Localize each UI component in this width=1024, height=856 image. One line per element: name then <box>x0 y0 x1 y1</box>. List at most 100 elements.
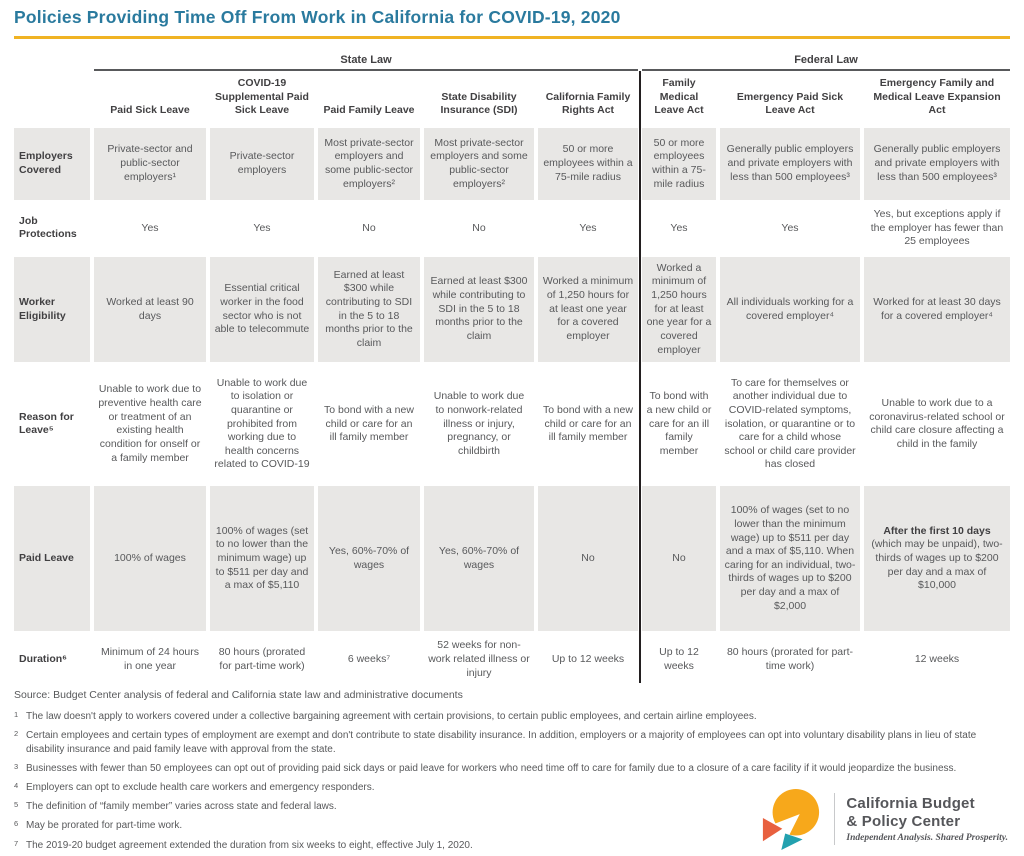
column-header-efmlea: Emergency Family and Medical Leave Expan… <box>873 77 1001 117</box>
table-row: Reason for Leave⁵ Unable to work due to … <box>14 365 1010 483</box>
table-cell: 100% of wages <box>94 486 206 632</box>
table-cell: 80 hours (prorated for part-time work) <box>218 646 306 672</box>
state-federal-divider <box>639 71 641 684</box>
footnote-text: Businesses with fewer than 50 employees … <box>26 762 957 774</box>
table-cell: Yes <box>141 221 159 234</box>
table-cell: No <box>642 486 716 632</box>
column-header-row: Paid Sick Leave COVID-19 Supplemental Pa… <box>14 71 1010 125</box>
footnote: 1 The law doesn't apply to workers covere… <box>14 710 989 723</box>
logo-text: California Budget & Policy Center Indepe… <box>846 795 1008 843</box>
table-cell: To care for themselves or another indivi… <box>724 376 856 471</box>
footnote: 3 Businesses with fewer than 50 employees… <box>14 762 989 775</box>
table-cell: No <box>362 221 376 234</box>
table-row: Duration⁶ Minimum of 24 hours in one yea… <box>14 634 1010 685</box>
table-cell: Worked for at least 30 days for a covere… <box>864 256 1010 363</box>
table-cell: 100% of wages (set to no lower than the … <box>210 486 314 632</box>
bold-lead-text: After the first 10 days <box>883 524 991 537</box>
table-cell: 50 or more employees within a 75-mile ra… <box>538 127 638 200</box>
table-cell: Yes <box>579 221 597 234</box>
table-cell: Unable to work due to preventive health … <box>98 383 202 464</box>
group-header-federal-law: Federal Law <box>642 54 1010 71</box>
footnote: 6 May be prorated for part-time work. <box>14 819 989 832</box>
footnote-text: The definition of “family member” varies… <box>26 801 337 813</box>
table-cell: Yes <box>670 221 688 234</box>
footnote: 4 Employers can opt to exclude health car… <box>14 781 989 794</box>
footnote-number: 7 <box>14 838 19 848</box>
table-cell: Up to 12 weeks <box>659 646 699 672</box>
org-name-line1: California Budget <box>846 794 975 812</box>
table-cell: After the first 10 days (which may be un… <box>864 486 1010 632</box>
table-cell: Up to 12 weeks <box>551 652 625 665</box>
group-header-row: State Law Federal Law <box>14 54 1010 71</box>
table-cell: Most private-sector employers and some p… <box>424 127 534 200</box>
table-cell: No <box>538 486 638 632</box>
footnote-number: 4 <box>14 781 19 790</box>
table-cell: All individuals working for a covered em… <box>720 256 860 363</box>
table-cell: To bond with a new child or care for an … <box>543 403 633 444</box>
table-cell: Yes, but exceptions apply if the employe… <box>870 207 1004 248</box>
footnote-number: 3 <box>14 761 19 771</box>
row-label: Paid Leave <box>14 486 90 632</box>
table-row: Employers Covered Private-sector and pub… <box>14 127 1010 200</box>
footnotes: 1 The law doesn't apply to workers covere… <box>14 710 994 852</box>
org-tagline: Independent Analysis. Shared Prosperity. <box>846 833 1008 844</box>
table-cell: 80 hours (prorated for part-time work) <box>726 646 854 672</box>
table-cell: Earned at least $300 while contributing … <box>318 256 420 363</box>
column-header <box>14 71 90 125</box>
table-cell: 6 weeks⁷ <box>347 652 391 665</box>
table-cell: Unable to work due to isolation or quara… <box>214 376 310 471</box>
org-name-line2: & Policy Center <box>846 812 961 830</box>
column-header-cfra: California Family Rights Act <box>545 90 631 117</box>
column-header-sdi: State Disability Insurance (SDI) <box>440 90 518 117</box>
table-cell: To bond with a new child or care for an … <box>324 403 414 444</box>
footnote-text: Employers can opt to exclude health care… <box>26 782 375 793</box>
footnote: 2 Certain employees and certain types of … <box>14 729 989 755</box>
table-row: Paid Leave 100% of wages 100% of wages (… <box>14 486 1010 632</box>
table-cell: Yes <box>253 221 271 234</box>
table-cell: Private-sector and public-sector employe… <box>94 127 206 200</box>
row-label: Job Protections <box>19 214 77 241</box>
footnote: 5 The definition of “family member” varie… <box>14 800 989 813</box>
column-header-paid-family-leave: Paid Family Leave <box>323 104 415 117</box>
table-cell: Private-sector employers <box>210 127 314 200</box>
table-cell: Generally public employers and private e… <box>720 127 860 200</box>
table-cell: Yes, 60%-70% of wages <box>424 486 534 632</box>
table-row: Job Protections Yes Yes No No Yes Yes Ye… <box>14 203 1010 254</box>
table-cell: 52 weeks for non-work related illness or… <box>428 639 530 679</box>
table-cell: Yes, 60%-70% of wages <box>318 486 420 632</box>
table-cell: 12 weeks <box>914 652 960 665</box>
page-title: Policies Providing Time Off From Work in… <box>14 7 621 27</box>
logo-separator <box>833 793 836 845</box>
group-header-state-law: State Law <box>94 54 638 71</box>
row-label: Reason for Leave⁵ <box>19 410 74 437</box>
footnote-number: 2 <box>14 729 19 739</box>
table-cell: No <box>472 221 486 234</box>
table-cell: Worked a minimum of 1,250 hours for at l… <box>538 256 638 363</box>
table-cell: Earned at least $300 while contributing … <box>424 256 534 363</box>
column-header-paid-sick-leave: Paid Sick Leave <box>110 104 190 117</box>
footnote: 7 The 2019-20 budget agreement extended t… <box>14 839 989 852</box>
column-header-covid19-supplemental: COVID-19 Supplemental Paid Sick Leave <box>215 77 309 117</box>
row-label: Worker Eligibility <box>14 256 90 363</box>
table-cell: Most private-sector employers and some p… <box>318 127 420 200</box>
title-divider <box>14 36 1010 39</box>
row-label: Employers Covered <box>14 127 90 200</box>
column-header-epsla: Emergency Paid Sick Leave Act <box>736 90 844 117</box>
table-row: Worker Eligibility Worked at least 90 da… <box>14 256 1010 363</box>
table-cell: Minimum of 24 hours in one year <box>100 646 200 672</box>
table-cell: Worked at least 90 days <box>94 256 206 363</box>
table-cell: Yes <box>781 221 799 234</box>
footnote-number: 6 <box>14 819 19 829</box>
column-header-fmla: Family Medical Leave Act <box>654 77 704 117</box>
org-logo: California Budget & Policy Center Indepe… <box>760 788 1008 850</box>
row-label: Duration⁶ <box>19 652 67 665</box>
source-note: Source: Budget Center analysis of federa… <box>14 689 463 702</box>
table-cell: Generally public employers and private e… <box>864 127 1010 200</box>
footnote-text: The 2019-20 budget agreement extended th… <box>26 839 473 851</box>
footnote-text: Certain employees and certain types of e… <box>26 730 977 755</box>
table-cell: 100% of wages (set to no lower than the … <box>720 486 860 632</box>
table-cell: Unable to work due to nonwork-related il… <box>433 390 525 457</box>
footnote-text: The law doesn't apply to workers covered… <box>26 711 757 723</box>
footnote-text: May be prorated for part-time work. <box>26 820 183 832</box>
cell-rest-text: (which may be unpaid), two-thirds of wag… <box>871 538 1003 592</box>
